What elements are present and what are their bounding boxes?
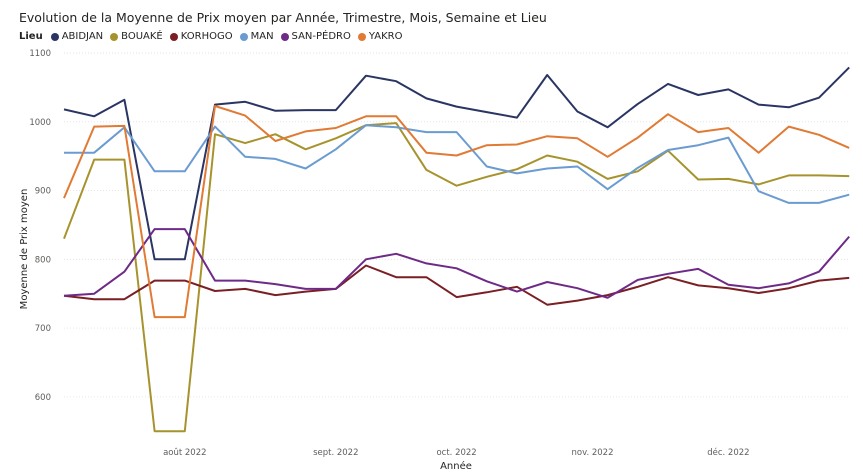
x-tick-label: déc. 2022 (707, 447, 749, 458)
y-tick-label: 900 (35, 187, 51, 197)
series-line-yakro[interactable] (63, 105, 850, 319)
legend-label: KORHOGO (180, 31, 233, 42)
legend-swatch-icon (110, 32, 119, 41)
legend-item-bouak-[interactable]: BOUAKÉ (110, 31, 163, 42)
legend-label: MAN (250, 31, 274, 42)
grid-layer (64, 52, 849, 398)
legend-items: ABIDJAN BOUAKÉ KORHOGO MAN SAN-PÉDRO YAKRO (50, 31, 410, 42)
legend-swatch-icon (50, 32, 59, 41)
legend-label: YAKRO (368, 31, 403, 42)
legend-swatch-icon (280, 32, 289, 41)
legend-title: Lieu (19, 31, 43, 42)
x-axis-ticks: août 2022 sept. 2022 oct. 2022 nov. 2022 déc… (163, 447, 750, 458)
legend-item-abidjan[interactable]: ABIDJAN (50, 31, 104, 42)
y-axis-title: Moyenne de Prix moyen (19, 189, 30, 310)
y-axis-ticks: 600 700 800 900 1000 1100 (29, 49, 51, 403)
x-tick-label: sept. 2022 (313, 448, 358, 458)
x-tick-label: août 2022 (163, 448, 206, 458)
y-tick-label: 700 (35, 324, 51, 334)
chart-title: Evolution de la Moyenne de Prix moyen pa… (19, 10, 547, 25)
legend-item-san-p-dro[interactable]: SAN-PÉDRO (280, 31, 351, 42)
x-tick-label: nov. 2022 (572, 448, 614, 458)
series-line-bouak-[interactable] (63, 122, 850, 433)
series-line-abidjan[interactable] (63, 66, 850, 261)
x-tick-label: oct. 2022 (436, 448, 476, 458)
legend: Lieu ABIDJAN BOUAKÉ KORHOGO MAN SAN-PÉDRO YAK… (19, 31, 409, 42)
y-tick-label: 600 (35, 393, 51, 403)
legend-swatch-icon (239, 32, 248, 41)
y-tick-label: 1000 (29, 118, 51, 128)
y-tick-label: 800 (35, 255, 51, 265)
series-line-san-p-dro[interactable] (63, 228, 850, 299)
series-line-man[interactable] (64, 124, 850, 204)
legend-item-yakro[interactable]: YAKRO (357, 31, 403, 42)
series-line-korhogo[interactable] (63, 264, 850, 306)
legend-item-man[interactable]: MAN (239, 31, 274, 42)
legend-label: SAN-PÉDRO (291, 31, 351, 42)
legend-label: BOUAKÉ (121, 31, 163, 42)
x-axis-title: Année (440, 460, 472, 472)
series-layer (63, 66, 850, 433)
legend-swatch-icon (357, 32, 366, 41)
legend-swatch-icon (169, 32, 178, 41)
legend-label: ABIDJAN (61, 31, 104, 42)
legend-item-korhogo[interactable]: KORHOGO (169, 31, 233, 42)
y-tick-label: 1100 (29, 49, 51, 59)
